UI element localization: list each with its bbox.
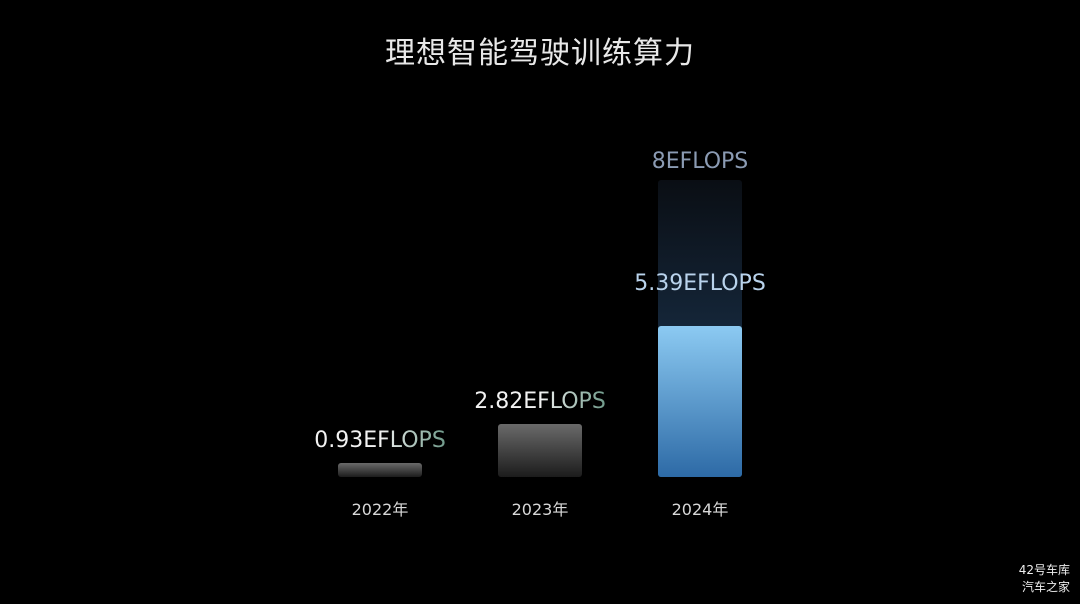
watermark-line: 汽车之家 (1021, 580, 1070, 594)
data-label: 5.39EFLOPS (634, 271, 766, 296)
bar-2023年 (498, 424, 582, 477)
chart-title: 理想智能驾驶训练算力 (385, 36, 695, 71)
data-label: 0.93EFLOPS (314, 428, 446, 453)
x-tick-label: 2022年 (352, 500, 409, 519)
x-tick-label: 2024年 (672, 500, 729, 519)
bar-2024年 (658, 326, 742, 477)
data-label: 2.82EFLOPS (474, 389, 606, 414)
target-data-label: 8EFLOPS (652, 149, 749, 174)
watermark-line: 42号车库 (1018, 563, 1070, 577)
watermark: 42号车库 汽车之家 (1019, 562, 1070, 596)
bar-2022年 (338, 463, 422, 477)
x-tick-label: 2023年 (512, 500, 569, 519)
